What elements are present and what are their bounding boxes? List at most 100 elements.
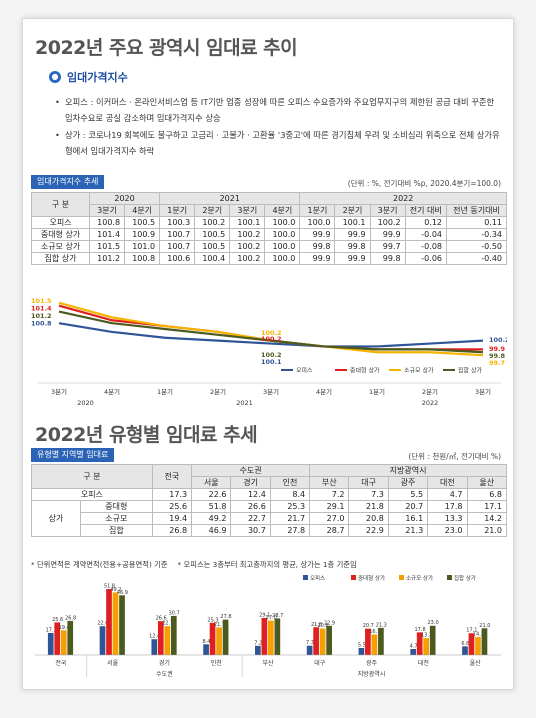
table-cell: 0.12 xyxy=(404,216,448,229)
table-cell: 49.2 xyxy=(191,512,232,525)
legend-label: 소규모 상가 xyxy=(404,367,434,375)
bar xyxy=(119,595,125,655)
legend-label: 집합 상가 xyxy=(454,575,476,582)
bar xyxy=(429,625,436,655)
row-label: 오피스 xyxy=(31,488,153,501)
data-label: 101.4 xyxy=(31,305,52,313)
rent-table: 구 분 전국 수도권 지방광역시 서울 경기 인천 부산 대구 광주 대전 울산 오피스 17.… xyxy=(31,464,507,537)
table-cell: 25.6 xyxy=(151,500,193,513)
table-cell: 99.7 xyxy=(369,240,406,253)
table-cell: 100.8 xyxy=(88,216,126,229)
data-label: 100.2 xyxy=(261,329,282,337)
section-tag-rent: 유형별 지역별 임대료 xyxy=(31,448,115,462)
table-cell: 25.3 xyxy=(269,500,311,513)
data-label: 6.8 xyxy=(461,641,469,647)
data-label: 8.4 xyxy=(202,639,210,645)
table-cell: 21.3 xyxy=(387,524,429,537)
section-subtitle: ● 임대가격지수 xyxy=(49,69,128,85)
data-label: 22.7 xyxy=(162,621,173,627)
data-label: 17.1 xyxy=(466,628,477,634)
series-line xyxy=(58,322,484,348)
data-label: 13.3 xyxy=(421,633,432,639)
region-header: 인천 xyxy=(269,476,311,489)
tick-label: 광주 xyxy=(366,660,378,667)
bar xyxy=(164,626,171,655)
data-label: 101.5 xyxy=(31,297,52,305)
table-cell: 17.3 xyxy=(151,488,193,501)
bar xyxy=(216,627,222,655)
table-cell: 22.6 xyxy=(191,488,232,501)
tick-label: 대전 xyxy=(418,659,429,667)
line-chart: 101.5101.4101.2100.8100.2100.2100.2100.1… xyxy=(31,297,507,407)
table-cell: -0.34 xyxy=(446,228,507,241)
quarter-header: 3분기 xyxy=(88,204,126,217)
data-label: 7.2 xyxy=(254,640,262,646)
data-label: 20.8 xyxy=(317,623,328,629)
footnotes: * 단위면적은 계약면적(전용+공용면적) 기준 * 오피스는 3층부터 최고층… xyxy=(31,560,357,570)
data-label: 51.8 xyxy=(104,584,115,590)
data-label: 49.2 xyxy=(110,587,121,593)
region-header: 광주 xyxy=(387,476,429,489)
table-cell: 100.0 xyxy=(264,240,301,253)
region-group-header: 지방광역시 xyxy=(309,464,507,477)
quarter-header: 3분기 xyxy=(369,204,406,217)
table-cell: 100.0 xyxy=(264,216,301,229)
data-label: 100.2 xyxy=(489,336,507,344)
table-cell: 17.8 xyxy=(427,500,468,513)
data-label: 17.8 xyxy=(415,627,426,633)
subtitle-text: 임대가격지수 xyxy=(67,71,128,84)
region-header: 대구 xyxy=(348,476,389,489)
table-cell: -0.06 xyxy=(404,252,448,265)
region-header: 부산 xyxy=(309,476,350,489)
data-label: 27.8 xyxy=(220,614,231,620)
tick-label: 1분기 xyxy=(369,387,385,396)
table-cell: 100.7 xyxy=(159,228,196,241)
bar xyxy=(67,620,74,655)
table-cell: 100.1 xyxy=(229,216,266,229)
quarter-header: 4분기 xyxy=(124,204,161,217)
table-cell: 30.7 xyxy=(230,524,271,537)
tick-label: 경기 xyxy=(159,659,170,667)
table-cell: 101.2 xyxy=(88,252,126,265)
bar xyxy=(151,639,158,655)
year-label: 2021 xyxy=(236,399,253,407)
bullet-item: • 상가 : 코로나19 회복에도 불구하고 고금리 · 고물가 · 고환율 '3… xyxy=(55,130,500,156)
table-cell: 7.3 xyxy=(348,488,389,501)
row-label: 소규모 상가 xyxy=(31,240,90,253)
region-group-header: 수도권 xyxy=(191,464,311,477)
bar xyxy=(326,625,332,655)
table-cell: 100.0 xyxy=(264,252,301,265)
legend-label: 오피스 xyxy=(310,575,325,582)
row-label: 집합 상가 xyxy=(31,252,90,265)
bullet-item: • 오피스 : 이커머스 · 온라인서비스업 등 IT기반 업종 성장에 따른 오… xyxy=(55,97,495,123)
table-cell: 23.0 xyxy=(427,524,468,537)
bar xyxy=(416,632,423,655)
bar xyxy=(106,589,112,655)
legend-swatch xyxy=(351,575,356,580)
legend-label: 중대형 상가 xyxy=(358,575,385,582)
table-cell: 0.11 xyxy=(446,216,507,229)
bar xyxy=(423,638,430,655)
page-title: 2022년 주요 광역시 임대료 추이 xyxy=(35,37,298,59)
row-label: 소규모 xyxy=(79,512,153,525)
data-label: 21.7 xyxy=(214,622,225,628)
table-cell: 100.6 xyxy=(159,252,196,265)
data-label: 99.8 xyxy=(489,352,506,360)
tick-label: 서울 xyxy=(107,659,119,667)
unit-note-2: (단위 : 천원/㎡, 전기대비 %) xyxy=(408,452,501,461)
data-label: 100.2 xyxy=(261,351,282,359)
quarter-header: 3분기 xyxy=(229,204,266,217)
legend-swatch xyxy=(447,575,452,580)
table-cell: -0.08 xyxy=(404,240,448,253)
data-label: 99.7 xyxy=(489,359,505,367)
table-cell: 100.7 xyxy=(159,240,196,253)
bar xyxy=(462,646,468,655)
bar xyxy=(47,632,54,655)
tick-label: 전국 xyxy=(55,659,67,667)
table-cell: 21.8 xyxy=(348,500,389,513)
tick-label: 대구 xyxy=(314,659,326,667)
table-cell: 12.4 xyxy=(230,488,271,501)
table-cell: 16.1 xyxy=(387,512,429,525)
bar xyxy=(365,628,371,655)
report-card: 2022년 주요 광역시 임대료 추이 ● 임대가격지수 • 오피스 : 이커머스… xyxy=(22,18,514,690)
